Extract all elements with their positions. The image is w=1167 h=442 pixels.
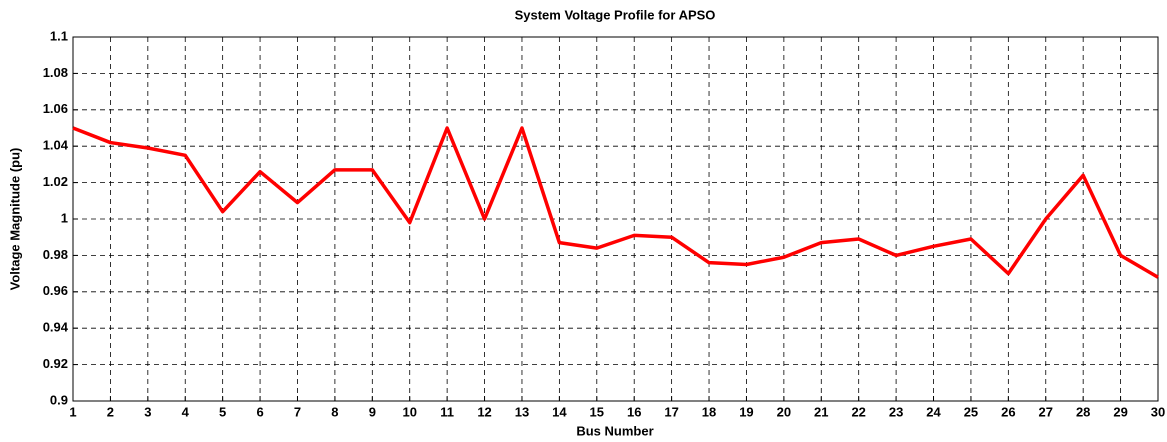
x-tick-label: 24 xyxy=(926,404,941,419)
x-tick-label: 3 xyxy=(144,404,151,419)
chart-title: System Voltage Profile for APSO xyxy=(515,7,716,22)
y-tick-label: 1 xyxy=(61,210,68,225)
x-tick-label: 10 xyxy=(402,404,416,419)
y-tick-label: 0.98 xyxy=(43,247,68,262)
x-tick-label: 16 xyxy=(627,404,641,419)
x-tick-label: 17 xyxy=(664,404,678,419)
x-tick-label: 28 xyxy=(1076,404,1090,419)
x-tick-label: 13 xyxy=(515,404,529,419)
x-tick-label: 18 xyxy=(702,404,716,419)
y-tick-label: 0.94 xyxy=(43,320,69,335)
x-tick-label: 21 xyxy=(814,404,828,419)
x-tick-label: 25 xyxy=(964,404,978,419)
x-tick-label: 7 xyxy=(294,404,301,419)
x-tick-label: 26 xyxy=(1001,404,1015,419)
x-tick-label: 15 xyxy=(590,404,604,419)
x-tick-label: 6 xyxy=(256,404,263,419)
x-tick-label: 20 xyxy=(777,404,791,419)
x-tick-label: 5 xyxy=(219,404,226,419)
y-tick-label: 1.1 xyxy=(50,28,68,43)
x-tick-label: 19 xyxy=(739,404,753,419)
x-tick-label: 12 xyxy=(477,404,491,419)
x-tick-label: 1 xyxy=(69,404,76,419)
y-tick-label: 0.92 xyxy=(43,356,68,371)
x-tick-label: 14 xyxy=(552,404,567,419)
x-tick-label: 23 xyxy=(889,404,903,419)
x-tick-label: 8 xyxy=(331,404,338,419)
y-tick-label: 1.08 xyxy=(43,65,68,80)
x-tick-label: 9 xyxy=(369,404,376,419)
y-tick-label: 1.06 xyxy=(43,101,68,116)
x-tick-label: 22 xyxy=(851,404,865,419)
x-tick-label: 30 xyxy=(1151,404,1165,419)
data-line xyxy=(72,126,1159,279)
x-tick-label: 11 xyxy=(440,404,454,419)
x-tick-label: 29 xyxy=(1113,404,1127,419)
x-tick-label: 27 xyxy=(1039,404,1053,419)
x-tick-label: 4 xyxy=(182,404,190,419)
x-tick-label: 2 xyxy=(107,404,114,419)
y-tick-label: 1.02 xyxy=(43,174,68,189)
x-axis-label: Bus Number xyxy=(576,423,653,438)
y-tick-label: 0.9 xyxy=(50,392,68,407)
y-axis-label: Voltage Magnitude (pu) xyxy=(7,148,22,291)
y-tick-label: 0.96 xyxy=(43,283,68,298)
y-tick-label: 1.04 xyxy=(43,138,69,153)
